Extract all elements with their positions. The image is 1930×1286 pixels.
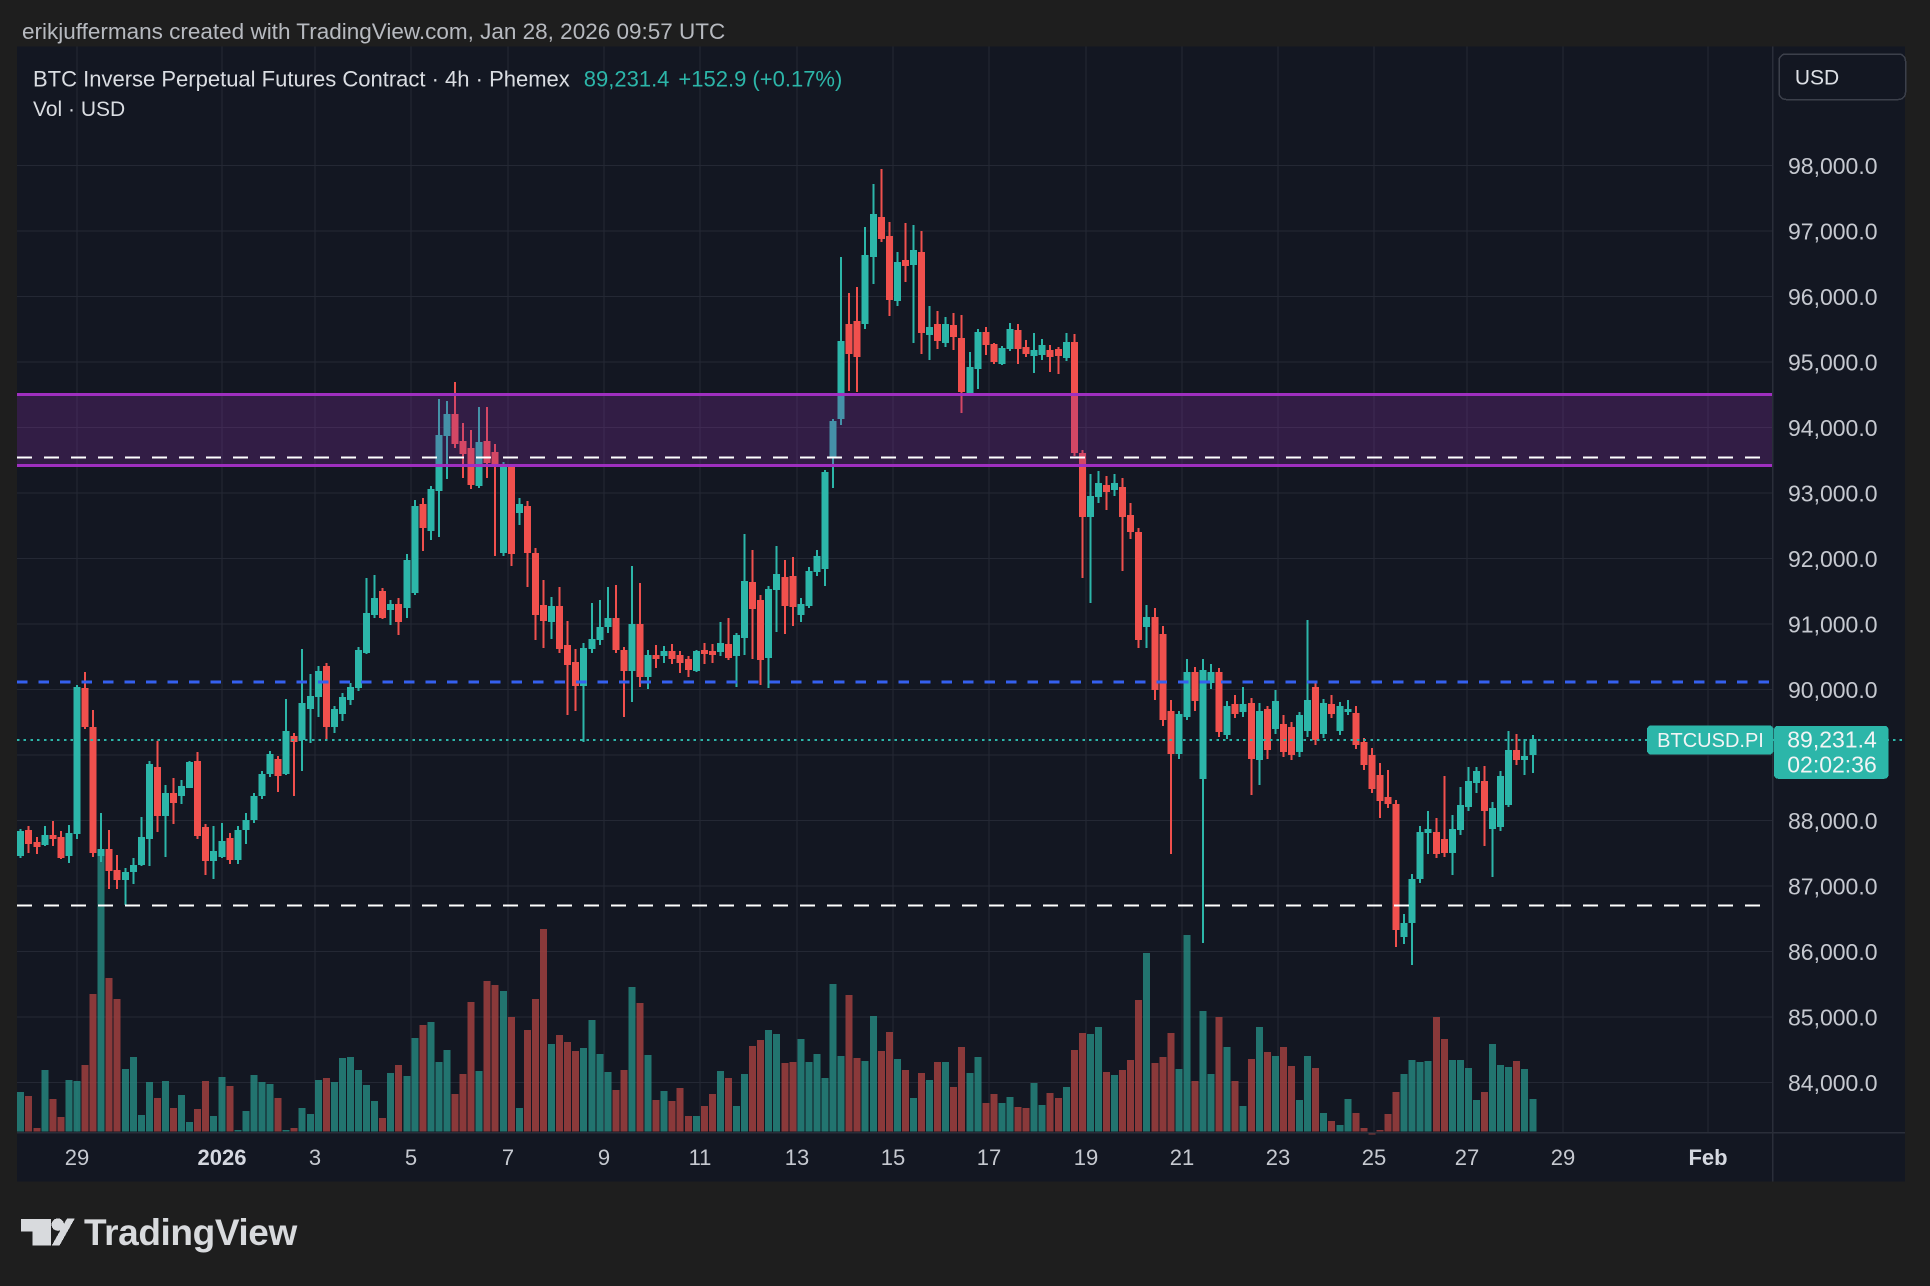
svg-text:96,000.0: 96,000.0: [1788, 284, 1878, 310]
svg-text:29: 29: [1551, 1145, 1575, 1170]
svg-text:9: 9: [598, 1145, 610, 1170]
svg-text:02:02:36: 02:02:36: [1787, 751, 1877, 777]
svg-text:92,000.0: 92,000.0: [1788, 546, 1878, 572]
svg-text:BTC Inverse Perpetual Futures: BTC Inverse Perpetual Futures Contract ·…: [33, 67, 842, 92]
svg-text:27: 27: [1455, 1145, 1479, 1170]
svg-text:85,000.0: 85,000.0: [1788, 1005, 1878, 1031]
svg-text:TradingView: TradingView: [84, 1212, 297, 1253]
svg-text:13: 13: [785, 1145, 809, 1170]
svg-text:89,231.4: 89,231.4: [1787, 727, 1877, 753]
svg-text:95,000.0: 95,000.0: [1788, 350, 1878, 376]
svg-text:2026: 2026: [198, 1145, 247, 1170]
svg-text:84,000.0: 84,000.0: [1788, 1070, 1878, 1096]
svg-text:USD: USD: [1795, 67, 1839, 90]
svg-text:17: 17: [977, 1145, 1001, 1170]
svg-text:88,000.0: 88,000.0: [1788, 808, 1878, 834]
svg-text:19: 19: [1074, 1145, 1098, 1170]
svg-text:erikjuffermans created with Tr: erikjuffermans created with TradingView.…: [22, 19, 725, 44]
svg-text:87,000.0: 87,000.0: [1788, 874, 1878, 900]
svg-text:21: 21: [1170, 1145, 1194, 1170]
svg-text:86,000.0: 86,000.0: [1788, 939, 1878, 965]
svg-text:90,000.0: 90,000.0: [1788, 677, 1878, 703]
svg-text:29: 29: [65, 1145, 89, 1170]
svg-text:25: 25: [1362, 1145, 1386, 1170]
svg-text:97,000.0: 97,000.0: [1788, 219, 1878, 245]
svg-text:BTCUSD.PI: BTCUSD.PI: [1657, 730, 1764, 752]
svg-text:Feb: Feb: [1688, 1145, 1727, 1170]
svg-text:94,000.0: 94,000.0: [1788, 415, 1878, 441]
svg-text:11: 11: [689, 1145, 712, 1170]
svg-text:5: 5: [405, 1145, 417, 1170]
svg-text:3: 3: [309, 1145, 321, 1170]
svg-text:93,000.0: 93,000.0: [1788, 481, 1878, 507]
svg-text:23: 23: [1266, 1145, 1290, 1170]
svg-text:Vol · USD: Vol · USD: [33, 98, 125, 121]
svg-text:98,000.0: 98,000.0: [1788, 153, 1878, 179]
svg-text:7: 7: [502, 1145, 514, 1170]
svg-text:91,000.0: 91,000.0: [1788, 612, 1878, 638]
svg-text:15: 15: [881, 1145, 905, 1170]
